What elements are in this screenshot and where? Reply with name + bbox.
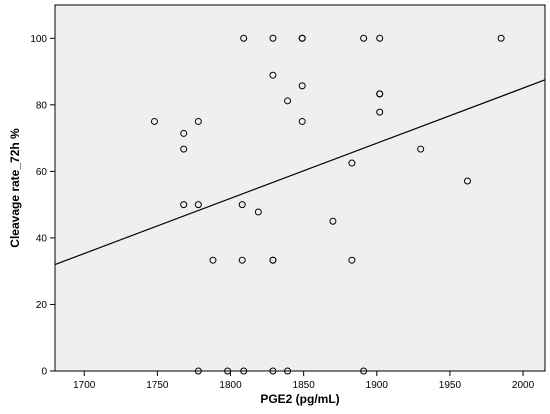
regression-line-group xyxy=(54,79,546,266)
data-point xyxy=(269,34,277,42)
data-point xyxy=(298,117,306,125)
y-tick-label: 0 xyxy=(41,367,47,378)
data-point xyxy=(348,256,356,264)
data-point xyxy=(194,367,202,375)
y-tick-label: 80 xyxy=(36,100,48,111)
x-tick-label: 1750 xyxy=(146,380,169,391)
data-point xyxy=(269,256,277,264)
data-point xyxy=(238,256,246,264)
data-point xyxy=(150,117,158,125)
data-point xyxy=(463,177,471,185)
plot-area xyxy=(54,4,546,372)
data-point xyxy=(240,367,248,375)
data-point xyxy=(497,34,505,42)
data-point xyxy=(360,34,368,42)
x-axis: 1700 1750 1800 1850 1900 1950 2000 xyxy=(73,371,535,391)
data-point xyxy=(209,256,217,264)
y-tick-label: 60 xyxy=(36,167,48,178)
data-point xyxy=(180,145,188,153)
y-tick-label: 100 xyxy=(30,34,47,45)
data-point xyxy=(180,129,188,137)
data-point xyxy=(284,367,292,375)
data-point xyxy=(238,201,246,209)
data-point xyxy=(240,34,248,42)
data-point xyxy=(194,201,202,209)
data-point xyxy=(180,201,188,209)
scatter-points xyxy=(150,34,505,375)
data-point xyxy=(360,367,368,375)
y-tick-label: 20 xyxy=(36,300,48,311)
data-point xyxy=(284,97,292,105)
data-point xyxy=(329,217,337,225)
data-point xyxy=(269,71,277,79)
x-tick-label: 1700 xyxy=(73,380,96,391)
data-point xyxy=(254,208,262,216)
x-tick-label: 2000 xyxy=(512,380,535,391)
x-tick-label: 1900 xyxy=(366,380,389,391)
data-point xyxy=(417,145,425,153)
x-tick-label: 1950 xyxy=(439,380,462,391)
data-point xyxy=(376,34,384,42)
data-point xyxy=(376,90,384,98)
x-axis-title: PGE2 (pg/mL) xyxy=(260,392,339,406)
data-point xyxy=(224,367,232,375)
data-point xyxy=(376,108,384,116)
regression-line xyxy=(54,79,546,266)
y-axis: 0 20 40 60 80 100 xyxy=(30,34,55,378)
data-point xyxy=(269,367,277,375)
data-point xyxy=(194,117,202,125)
y-tick-label: 40 xyxy=(36,233,48,244)
y-axis-title: Cleavage rate_72h % xyxy=(8,128,22,248)
x-tick-label: 1850 xyxy=(293,380,316,391)
x-tick-label: 1800 xyxy=(219,380,242,391)
data-point xyxy=(348,159,356,167)
data-point xyxy=(298,82,306,90)
data-point xyxy=(298,34,306,42)
